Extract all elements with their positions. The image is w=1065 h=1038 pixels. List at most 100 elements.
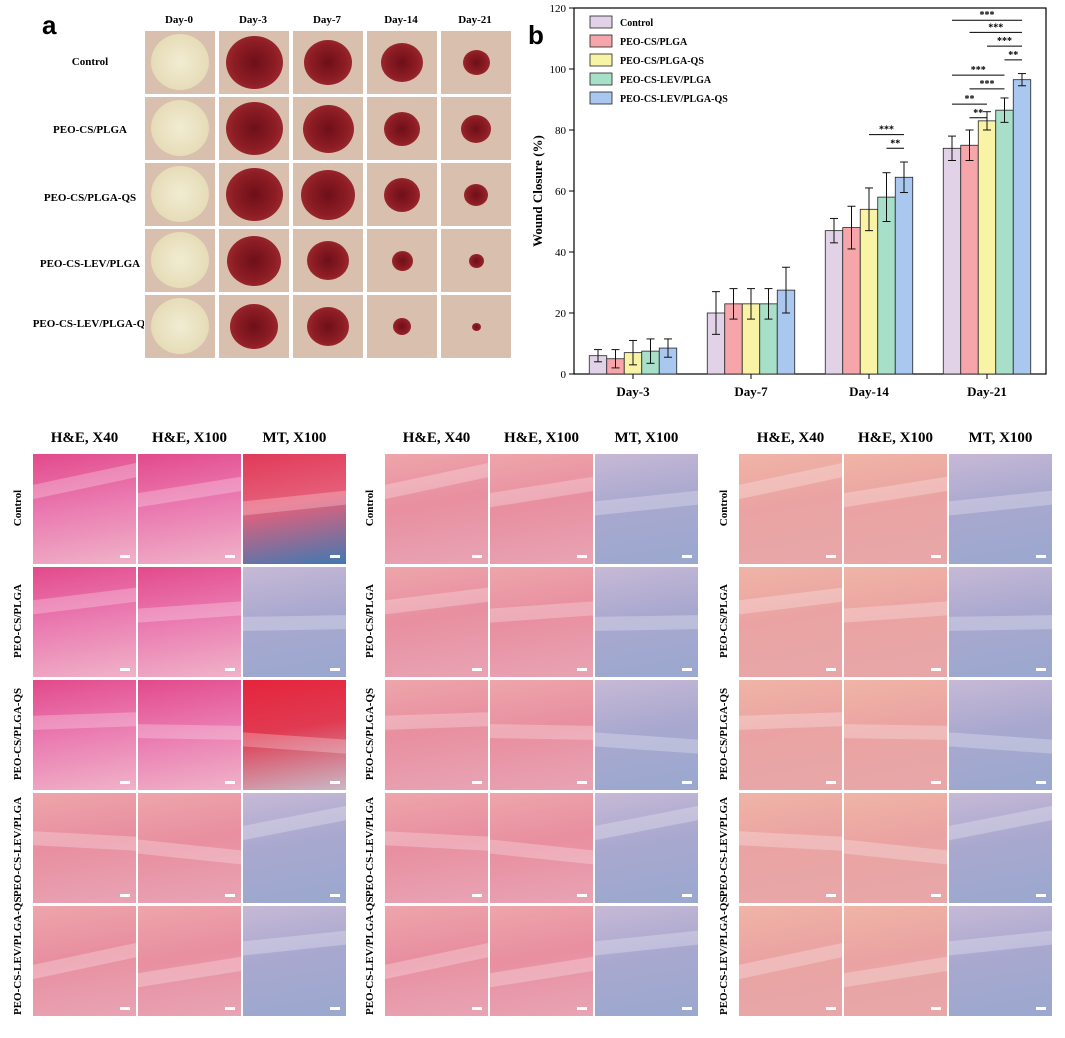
- histology-row-label: Control: [12, 489, 24, 527]
- tissue-layer: [844, 955, 947, 989]
- tissue-layer: [595, 929, 698, 957]
- tissue-layer: [739, 941, 842, 981]
- histology-micrograph: [242, 566, 347, 678]
- tissue-layer: [739, 711, 842, 731]
- bar: [859, 208, 879, 375]
- scale-bar: [577, 894, 587, 897]
- wound-area: [384, 178, 420, 212]
- wound-area: [381, 43, 423, 82]
- scale-bar: [931, 668, 941, 671]
- histology-micrograph: [384, 566, 489, 678]
- wound-area: [151, 34, 209, 90]
- tissue-layer: [595, 489, 698, 517]
- y-tick-label: 80: [555, 125, 567, 137]
- day-header: Day-0: [164, 14, 194, 26]
- significance-label: ***: [980, 79, 995, 90]
- histology-micrograph: [738, 679, 843, 791]
- histology-row-label: PEO-CS-LEV/PLGA-QS: [718, 896, 730, 1015]
- wound-area: [384, 112, 420, 146]
- scale-bar: [826, 668, 836, 671]
- histology-micrograph: [948, 566, 1053, 678]
- significance-label: ***: [997, 36, 1012, 47]
- tissue-layer: [949, 804, 1052, 842]
- tissue-layer: [739, 830, 842, 852]
- histology-micrograph: [137, 453, 242, 565]
- group-label: PEO-CS-LEV/PLGA-QS: [32, 318, 152, 330]
- bar: [977, 120, 997, 375]
- y-tick-label: 60: [555, 186, 567, 198]
- wound-photo: [292, 162, 364, 227]
- wound-photo: [366, 228, 438, 293]
- x-tick-label: Day-3: [616, 384, 650, 399]
- histology-micrograph: [738, 905, 843, 1017]
- wound-photo: [292, 294, 364, 359]
- scale-bar: [931, 1007, 941, 1010]
- histology-micrograph: [843, 453, 948, 565]
- wound-photo: [440, 30, 512, 95]
- tissue-layer: [739, 461, 842, 501]
- scale-bar: [682, 555, 692, 558]
- histology-micrograph: [384, 679, 489, 791]
- histology-row-label: Control: [718, 489, 730, 527]
- wound-photo: [218, 228, 290, 293]
- histology-micrograph: [242, 792, 347, 904]
- scale-bar: [330, 555, 340, 558]
- wound-area: [463, 50, 490, 75]
- x-tick-label: Day-21: [967, 384, 1007, 399]
- legend-swatch: [589, 15, 613, 29]
- tissue-layer: [243, 614, 346, 632]
- tissue-layer: [490, 955, 593, 989]
- histology-row-label: PEO-CS-LEV/PLGA: [364, 796, 376, 898]
- tissue-layer: [739, 586, 842, 616]
- bar: [960, 144, 979, 375]
- histology-micrograph: [32, 905, 137, 1017]
- histology-column-header: MT, X100: [614, 430, 679, 446]
- tissue-layer: [844, 600, 947, 624]
- scale-bar: [826, 894, 836, 897]
- wound-area: [151, 100, 209, 156]
- y-tick-label: 120: [550, 3, 567, 15]
- wound-photo: [366, 162, 438, 227]
- tissue-layer: [844, 475, 947, 509]
- tissue-layer: [490, 475, 593, 509]
- scale-bar: [1036, 781, 1046, 784]
- scale-bar: [1036, 894, 1046, 897]
- scale-bar: [472, 781, 482, 784]
- histology-micrograph: [594, 566, 699, 678]
- histology-micrograph: [489, 679, 594, 791]
- x-tick-label: Day-7: [734, 384, 768, 399]
- wound-photo: [218, 294, 290, 359]
- tissue-layer: [595, 614, 698, 632]
- scale-bar: [472, 1007, 482, 1010]
- scale-bar: [120, 668, 130, 671]
- histology-micrograph: [137, 679, 242, 791]
- scale-bar: [120, 781, 130, 784]
- y-tick-label: 20: [555, 308, 567, 320]
- wound-photo: [366, 96, 438, 161]
- significance-label: ***: [988, 22, 1003, 33]
- histology-row-label: PEO-CS-LEV/PLGA-QS: [12, 896, 24, 1015]
- legend-swatch: [589, 72, 613, 86]
- wound-area: [303, 105, 354, 153]
- histology-micrograph: [32, 792, 137, 904]
- wound-area: [464, 184, 488, 206]
- wound-area: [151, 232, 209, 288]
- wound-area: [392, 251, 413, 271]
- histology-column-header: H&E, X100: [858, 430, 933, 446]
- histology-row-label: PEO-CS/PLGA: [12, 584, 24, 658]
- tissue-layer: [33, 941, 136, 981]
- histology-column-header: H&E, X40: [50, 430, 119, 446]
- wound-area: [151, 298, 209, 354]
- wound-area: [227, 236, 281, 286]
- wound-area: [226, 102, 283, 155]
- scale-bar: [120, 555, 130, 558]
- histology-row-label: PEO-CS-LEV/PLGA-QS: [364, 896, 376, 1015]
- wound-area: [226, 36, 283, 89]
- scale-bar: [225, 555, 235, 558]
- scale-bar: [931, 555, 941, 558]
- legend-label: PEO-CS/PLGA: [620, 37, 688, 48]
- histology-column-header: H&E, X100: [504, 430, 579, 446]
- histology-row-label: Control: [364, 489, 376, 527]
- tissue-layer: [243, 731, 346, 755]
- histology-micrograph: [242, 905, 347, 1017]
